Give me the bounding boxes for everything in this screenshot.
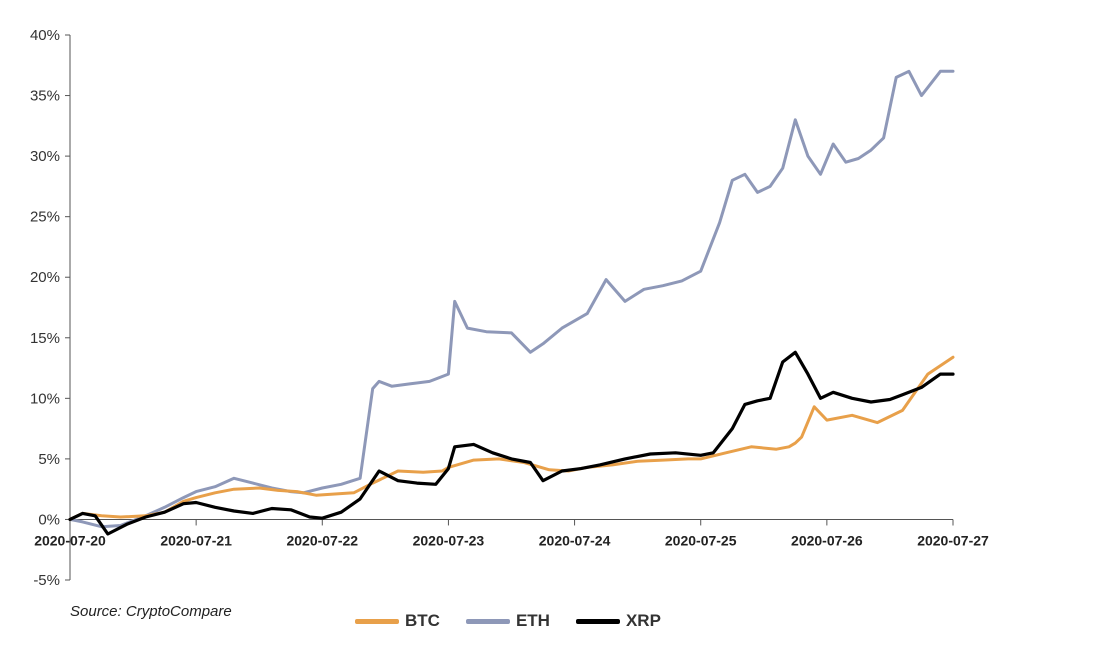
y-tick-label: 30% — [30, 148, 60, 165]
x-tick-label: 2020-07-23 — [413, 532, 485, 548]
y-tick-label: 20% — [30, 269, 60, 286]
line-chart: -5% 0% 5% 10% 15% 20% 25% 30% 35% 40% 2020-07-20 20… — [30, 27, 989, 589]
legend-swatch-eth — [465, 618, 510, 624]
x-tick-label: 2020-07-22 — [286, 532, 358, 548]
x-tick-label: 2020-07-26 — [791, 532, 863, 548]
y-tick-label: 15% — [30, 330, 60, 347]
y-tick-label: 40% — [30, 27, 60, 44]
y-tick-label: 35% — [30, 88, 60, 105]
legend-label-btc: BTC — [405, 611, 440, 630]
y-tick-label: 25% — [30, 209, 60, 226]
y-tick-label: 10% — [30, 390, 60, 407]
x-tick-label: 2020-07-27 — [917, 532, 989, 548]
x-tick-label: 2020-07-24 — [539, 532, 611, 548]
series-line-xrp — [68, 350, 955, 536]
legend-item-eth: ETH — [465, 611, 550, 631]
legend-swatch-btc — [355, 618, 399, 624]
series-line-eth — [68, 69, 955, 529]
y-tick-label: 5% — [38, 451, 60, 468]
x-tick-label: 2020-07-20 — [34, 532, 106, 548]
series-line-btc — [68, 355, 955, 521]
y-tick-label: 0% — [38, 511, 60, 528]
x-tick-label: 2020-07-25 — [665, 532, 737, 548]
legend-item-xrp: XRP — [575, 611, 661, 631]
legend-label-eth: ETH — [515, 611, 550, 630]
y-tick-label: -5% — [33, 572, 60, 589]
legend-label-xrp: XRP — [625, 611, 661, 630]
legend-swatch-xrp — [575, 618, 620, 624]
legend-item-btc: BTC — [355, 611, 440, 631]
x-tick-label: 2020-07-21 — [160, 532, 232, 548]
chart-legend: BTC ETH XRP — [355, 611, 661, 631]
source-note: Source: CryptoCompare — [70, 603, 232, 620]
